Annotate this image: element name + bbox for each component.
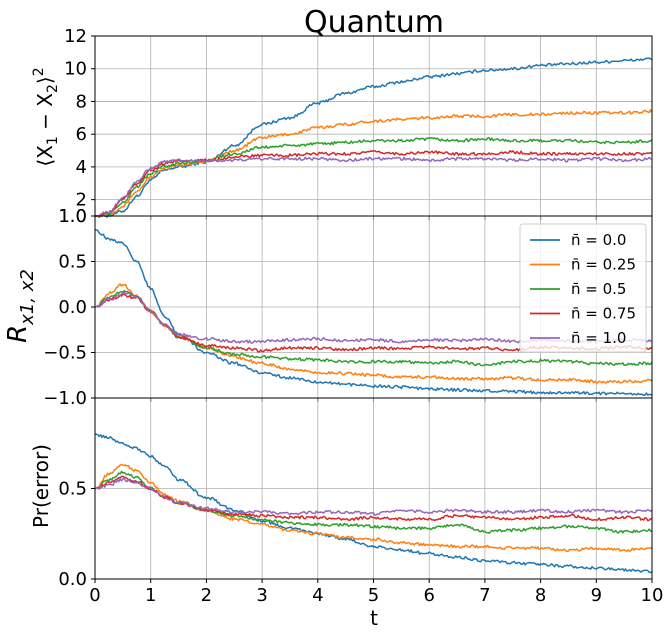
series-line-error-1 [94, 463, 653, 553]
y-tick-label: 2 [76, 190, 87, 211]
series-line-variance-4 [94, 156, 653, 218]
y-axis-label-variance: ⟨X1 − X2⟩2 [31, 67, 61, 166]
x-tick-label: 4 [312, 585, 323, 606]
series-line-error-3 [94, 475, 653, 522]
x-tick-label: 3 [256, 585, 267, 606]
y-tick-label: 10 [64, 59, 87, 80]
y-tick-label: 4 [76, 157, 87, 178]
chart-title: Quantum [304, 5, 444, 40]
panel-variance: 1.02 4 6 8 10 12 [58, 26, 653, 227]
series-line-variance-1 [95, 109, 653, 218]
y-tick-label: 0.5 [58, 479, 87, 500]
x-tick-label: 8 [535, 585, 546, 606]
y-tick-label: 1.0 [58, 206, 87, 227]
legend-label: n̄ = 0.25 [571, 256, 636, 274]
legend-label: n̄ = 1.0 [571, 329, 626, 347]
legend-label: n̄ = 0.75 [571, 305, 636, 323]
legend: n̄ = 0.0 n̄ = 0.25 n̄ = 0.5 n̄ = 0.75 n̄ = 1… [519, 223, 647, 353]
panel-error: 0.0 0.5 0 1 2 3 4 5 6 7 8 9 10 [58, 397, 664, 606]
series-line-variance-2 [94, 137, 653, 218]
x-tick-label: 1 [145, 585, 156, 606]
x-tick-label: 10 [641, 585, 664, 606]
x-tick-label: 2 [201, 585, 212, 606]
x-axis-label: t [370, 606, 378, 630]
y-tick-label: 8 [76, 91, 87, 112]
y-tick-label: 0.0 [58, 297, 87, 318]
y-tick-label: 0.0 [58, 569, 87, 590]
legend-label: n̄ = 0.5 [571, 280, 626, 298]
x-tick-label: 6 [423, 585, 434, 606]
x-tick-label: 0 [89, 585, 100, 606]
y-axis-label-error: Pr(error) [29, 444, 53, 528]
y-tick-label: 12 [64, 26, 87, 47]
x-tick-label: 5 [368, 585, 379, 606]
legend-frame [519, 223, 647, 353]
axes-frame [94, 397, 653, 580]
y-tick-label: 0.5 [58, 252, 87, 273]
x-tick-label: 7 [479, 585, 490, 606]
y-axis-label-correlation: Rx1, x2 [3, 269, 38, 343]
x-tick-label: 9 [591, 585, 602, 606]
y-tick-label: −0.5 [43, 343, 87, 364]
y-tick-label: 6 [76, 124, 87, 145]
series-line-error-4 [94, 477, 653, 516]
y-tick-label: 1.0 [58, 206, 87, 227]
series-line-error-0 [94, 433, 653, 574]
y-tick-label: −1.0 [43, 388, 87, 409]
legend-label: n̄ = 0.0 [571, 231, 626, 249]
